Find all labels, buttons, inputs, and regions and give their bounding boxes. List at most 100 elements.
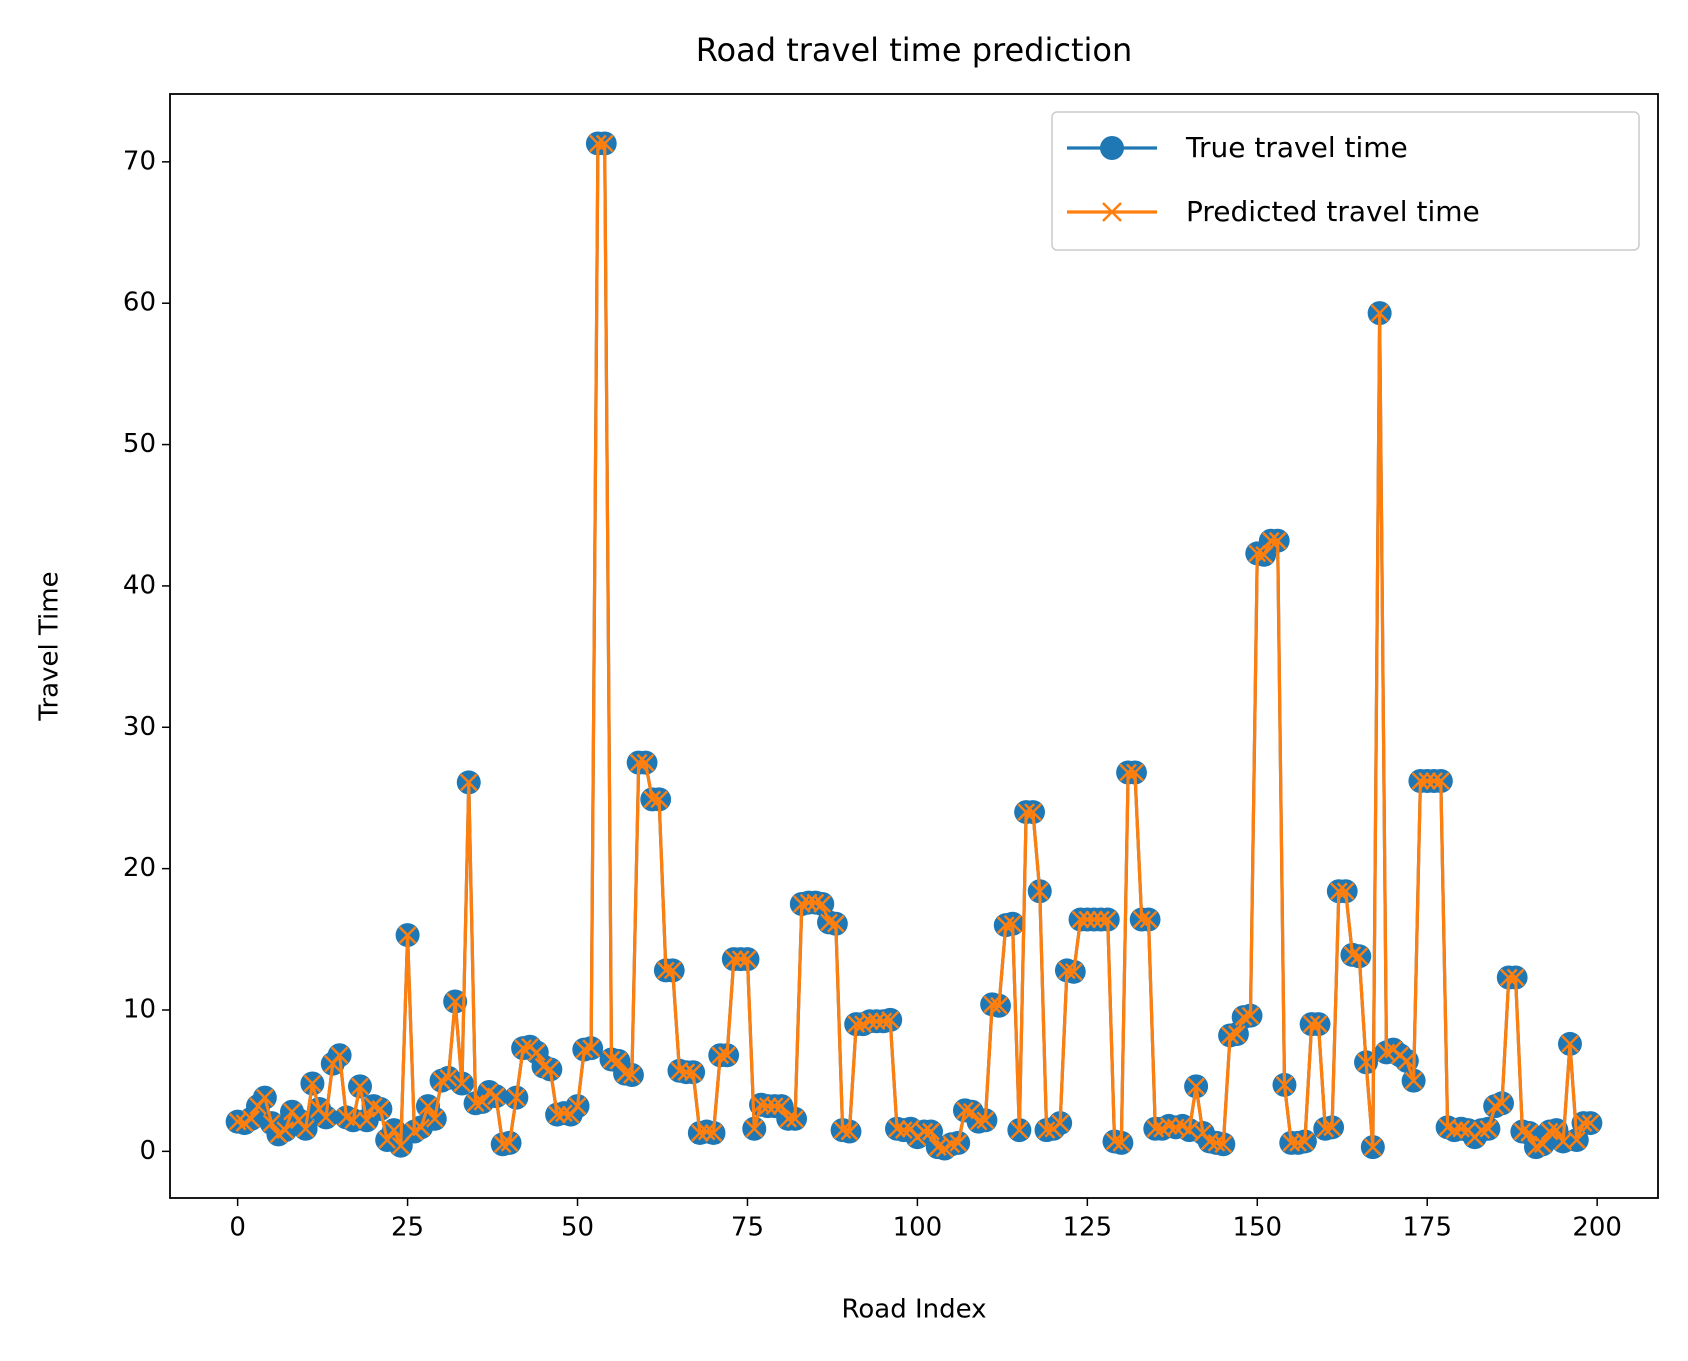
marker — [1017, 803, 1036, 821]
chart-title: Road travel time prediction — [696, 31, 1132, 69]
marker — [357, 1111, 376, 1130]
series-line — [237, 141, 1591, 1151]
marker — [990, 996, 1008, 1015]
marker — [595, 134, 614, 153]
y-tick-label: 30 — [123, 712, 156, 742]
x-tick-label: 200 — [1572, 1213, 1622, 1243]
marker — [453, 1074, 471, 1093]
x-tick-label: 25 — [391, 1213, 424, 1243]
marker — [425, 1109, 444, 1128]
marker — [1132, 910, 1151, 929]
marker — [820, 913, 838, 932]
marker — [1445, 1121, 1464, 1140]
marker — [1221, 1026, 1239, 1045]
marker — [1255, 545, 1273, 564]
marker — [1472, 1121, 1491, 1140]
marker — [1092, 910, 1110, 929]
marker — [942, 1135, 961, 1154]
marker — [527, 1043, 546, 1062]
marker — [1268, 531, 1287, 550]
marker — [255, 1088, 274, 1107]
marker — [724, 950, 743, 968]
marker — [1309, 1015, 1328, 1034]
x-tick-label: 175 — [1402, 1213, 1452, 1243]
marker — [568, 1097, 587, 1116]
marker — [487, 1087, 505, 1106]
y-tick-label: 10 — [123, 994, 156, 1024]
marker — [1180, 1121, 1199, 1140]
y-tick-label: 70 — [123, 146, 156, 176]
marker — [1064, 962, 1083, 981]
marker — [922, 1122, 940, 1141]
marker — [894, 1121, 913, 1140]
marker — [1160, 1117, 1178, 1135]
marker — [1357, 1053, 1375, 1072]
marker — [1139, 910, 1158, 929]
marker — [1397, 1051, 1416, 1070]
marker — [663, 961, 682, 980]
marker — [1581, 1114, 1600, 1132]
marker — [1329, 882, 1348, 901]
marker — [459, 773, 478, 792]
marker — [1037, 1121, 1056, 1140]
marker — [650, 790, 668, 809]
marker — [473, 1092, 492, 1111]
marker — [1479, 1119, 1498, 1138]
marker — [1234, 1008, 1253, 1026]
marker — [1295, 1132, 1314, 1151]
marker — [677, 1063, 696, 1082]
marker — [1112, 1133, 1131, 1152]
marker — [1425, 772, 1443, 790]
legend-label: True travel time — [1185, 131, 1408, 164]
marker — [616, 1064, 634, 1083]
y-tick-label: 60 — [123, 288, 156, 318]
marker — [718, 1046, 736, 1065]
legend-marker — [1102, 202, 1122, 222]
y-axis-label: Travel Time — [35, 571, 65, 721]
marker — [242, 1109, 261, 1128]
marker — [629, 753, 648, 772]
marker — [915, 1122, 934, 1141]
x-tick-label: 75 — [731, 1213, 764, 1243]
marker — [602, 1050, 621, 1069]
x-tick-label: 50 — [561, 1213, 594, 1243]
marker — [690, 1124, 709, 1142]
marker — [1098, 910, 1117, 929]
marker — [1085, 910, 1104, 929]
marker — [976, 1111, 995, 1130]
marker — [623, 1066, 641, 1084]
legend-marker — [1100, 136, 1124, 160]
marker — [330, 1046, 349, 1065]
marker — [738, 950, 757, 968]
marker — [847, 1015, 866, 1034]
marker — [1418, 772, 1437, 790]
marker — [643, 790, 662, 809]
marker — [1003, 914, 1022, 933]
marker — [684, 1063, 702, 1082]
marker — [351, 1077, 369, 1096]
marker — [262, 1114, 281, 1132]
marker — [548, 1105, 567, 1124]
y-tick-label: 20 — [123, 853, 156, 883]
marker — [1078, 910, 1097, 929]
marker — [276, 1121, 295, 1140]
marker — [1166, 1118, 1185, 1137]
marker — [555, 1104, 573, 1123]
marker — [514, 1039, 533, 1058]
marker — [575, 1040, 594, 1059]
marker — [344, 1111, 363, 1130]
marker — [1289, 1133, 1307, 1152]
marker — [1187, 1077, 1205, 1096]
marker — [1574, 1114, 1593, 1132]
marker — [1540, 1122, 1559, 1141]
marker — [582, 1039, 600, 1058]
marker — [1051, 1114, 1070, 1132]
marker — [1547, 1121, 1566, 1140]
marker — [385, 1121, 403, 1140]
marker — [786, 1109, 804, 1128]
marker — [969, 1112, 988, 1131]
marker — [493, 1135, 512, 1154]
marker — [1241, 1006, 1260, 1025]
marker — [806, 893, 825, 912]
marker — [303, 1074, 322, 1093]
